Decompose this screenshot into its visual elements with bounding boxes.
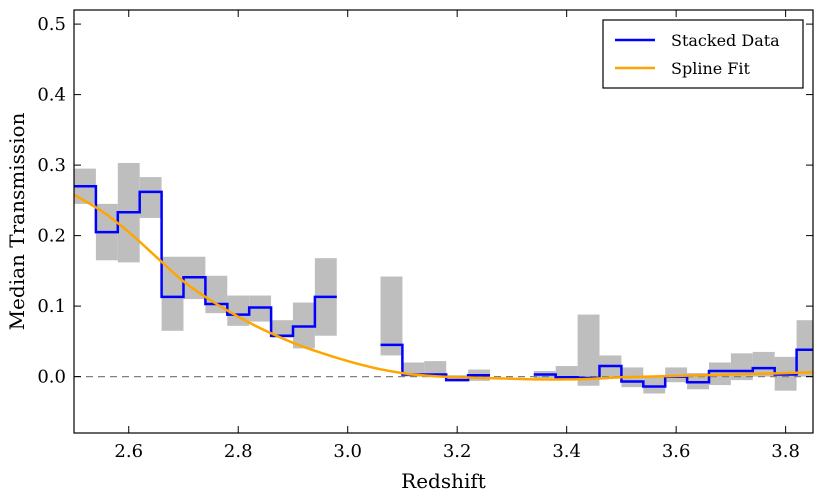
x-tick-label: 2.6 (114, 441, 143, 462)
x-tick-label: 3.8 (771, 441, 800, 462)
axes-group: 2.6 2.8 3.0 3.2 3.4 3.6 3.8 0.0 0.1 0.2 0.3 0.4 0.5 (37, 9, 814, 462)
y-tick-label: 0.3 (37, 155, 66, 176)
error-band (752, 351, 775, 377)
y-axis-label: Median Transmission (5, 112, 29, 330)
legend-spline-label: Spline Fit (671, 59, 751, 78)
error-band (380, 276, 403, 356)
error-band (139, 177, 162, 218)
y-tick-label: 0.1 (37, 296, 66, 317)
x-tick-label: 3.0 (333, 441, 362, 462)
y-tick-label: 0.4 (37, 85, 66, 106)
y-tick-label: 0.5 (37, 14, 66, 35)
x-tick-label: 3.2 (443, 441, 472, 462)
y-tick-label: 0.0 (37, 367, 66, 388)
x-tick-label: 3.6 (662, 441, 691, 462)
legend-box (602, 19, 804, 89)
error-band (271, 320, 293, 338)
error-band (161, 256, 184, 331)
x-axis-label: Redshift (401, 469, 486, 493)
legend-stacked-label: Stacked Data (671, 31, 780, 50)
legend: Stacked Data Spline Fit (602, 19, 804, 89)
x-tick-label: 2.8 (224, 441, 253, 462)
spline-fit-line (73, 193, 814, 381)
error-band (643, 376, 666, 394)
error-band (796, 320, 813, 377)
series-group (73, 184, 814, 388)
error-band (577, 314, 600, 386)
x-tick-label: 3.4 (552, 441, 581, 462)
error-band (424, 361, 447, 377)
y-tick-label: 0.2 (37, 226, 66, 247)
plot-frame (73, 9, 814, 434)
